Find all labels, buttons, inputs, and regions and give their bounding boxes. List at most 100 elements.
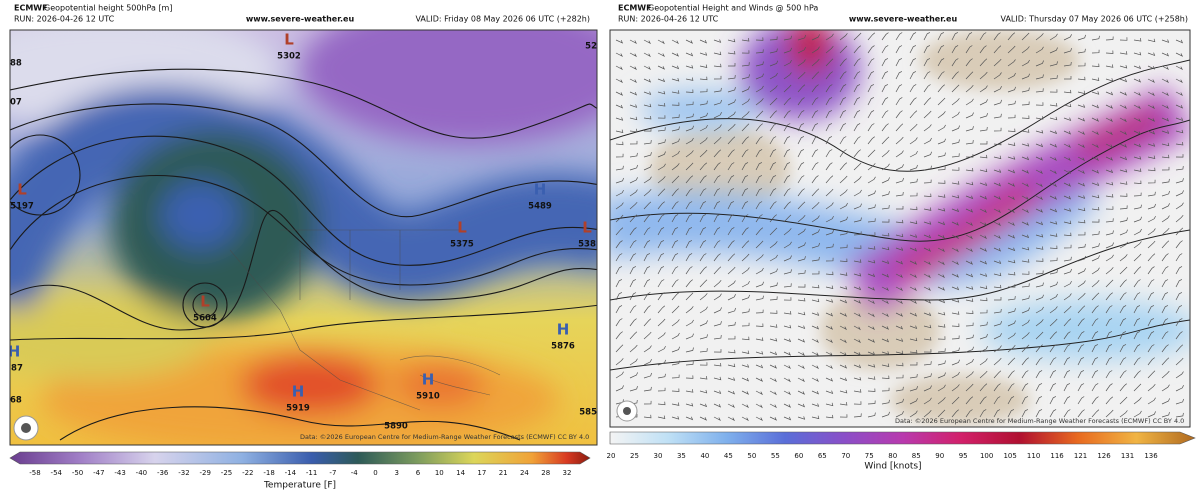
colorbar-tick-label: 110 <box>1027 452 1040 460</box>
wind-map <box>610 30 1190 427</box>
colorbar-tick-label: 0 <box>373 469 377 477</box>
colorbar-tick-label: -4 <box>351 469 359 477</box>
wind-colorbar <box>609 431 1196 445</box>
colorbar-tick-label: 70 <box>841 452 850 460</box>
valid-time: VALID: Thursday 07 May 2026 06 UTC (+258… <box>1000 15 1188 24</box>
pressure-symbol: H <box>292 383 305 401</box>
edge-label: 07 <box>10 98 22 108</box>
colorbar-tick-label: 136 <box>1144 452 1158 460</box>
colorbar-tick-label: 24 <box>520 469 529 477</box>
colorbar-title: Wind [knots] <box>864 462 921 472</box>
colorbar-tick-label: 10 <box>435 469 444 477</box>
colorbar-tick-label: 25 <box>630 452 639 460</box>
map-title: Geopotential Height and Winds @ 500 hPa <box>648 4 818 13</box>
colorbar-labels: 20 25 30 35 40 45 50 55 60 65 70 75 80 85 90 95 100 105 11… <box>607 452 1159 460</box>
colorbar-tick-label: -47 <box>93 469 104 477</box>
site: www.severe-weather.eu <box>246 15 355 24</box>
pressure-value: 538 <box>578 240 596 250</box>
pressure-symbol: H <box>557 321 570 339</box>
logo <box>616 400 638 422</box>
colorbar-tick-label: 116 <box>1050 452 1064 460</box>
colorbar-tick-label: 121 <box>1074 452 1087 460</box>
pressure-value: 5489 <box>528 202 552 212</box>
colorbar-tick-label: 30 <box>653 452 662 460</box>
pressure-value: 5302 <box>277 52 301 62</box>
edge-label: 52 <box>585 42 597 52</box>
colorbar-tick-label: -32 <box>178 469 189 477</box>
model-name: ECMWF <box>14 4 48 13</box>
pressure-value: 5876 <box>551 342 575 352</box>
pressure-symbol: L <box>17 181 27 199</box>
colorbar-tick-label: 35 <box>677 452 686 460</box>
colorbar-tick-label: -50 <box>72 469 83 477</box>
edge-label: 585 <box>579 408 597 418</box>
colorbar-tick-label: 80 <box>888 452 897 460</box>
edge-label: 5890 <box>384 422 408 432</box>
colorbar-tick-label: -29 <box>200 469 211 477</box>
wind-barbs <box>615 32 1184 422</box>
colorbar-tick-label: 105 <box>1003 452 1016 460</box>
map-frame <box>9 29 598 446</box>
colorbar-tick-label: 17 <box>477 469 486 477</box>
temperature-colorbar <box>9 451 591 465</box>
map-frame <box>609 29 1191 428</box>
colorbar-tick-label: -43 <box>114 469 125 477</box>
colorbar-tick-label: -40 <box>136 469 147 477</box>
pressure-symbol: H <box>534 181 547 199</box>
colorbar-title: Temperature [F] <box>263 481 336 491</box>
colorbar-tick-label: 95 <box>959 452 968 460</box>
colorbar-tick-label: 50 <box>747 452 756 460</box>
pressure-value: 5197 <box>10 202 34 212</box>
pressure-value: 887 <box>5 364 23 374</box>
pressure-symbol: H <box>8 343 21 361</box>
site: www.severe-weather.eu <box>849 15 958 24</box>
colorbar-tick-label: 60 <box>794 452 803 460</box>
pressure-value: 5375 <box>450 240 474 250</box>
logo <box>13 415 39 441</box>
pressure-value: 5604 <box>193 314 217 324</box>
attribution: Data: ©2026 European Centre for Medium-R… <box>895 417 1184 425</box>
temperature-map: L 5302 L 5197 H 5489 L 5375 L 5604 H 5876 H 5919 H 5910… <box>5 30 597 445</box>
colorbar-tick-label: 55 <box>771 452 780 460</box>
model-name: ECMWF <box>618 4 652 13</box>
colorbar-tick-label: -7 <box>329 469 336 477</box>
edge-label: 88 <box>10 59 22 69</box>
colorbar-tick-label: -58 <box>29 469 40 477</box>
pressure-symbol: L <box>457 219 467 237</box>
pressure-symbol: L <box>284 31 294 49</box>
colorbar-tick-label: 21 <box>499 469 508 477</box>
colorbar-tick-label: 126 <box>1097 452 1111 460</box>
colorbar-tick-label: 32 <box>563 469 572 477</box>
colorbar-tick-label: -18 <box>263 469 274 477</box>
colorbar-tick-label: 3 <box>395 469 399 477</box>
valid-time: VALID: Friday 08 May 2026 06 UTC (+282h) <box>415 15 590 24</box>
run-time: RUN: 2026-04-26 12 UTC <box>14 15 115 24</box>
pressure-value: 5919 <box>286 404 310 414</box>
colorbar-tick-label: 131 <box>1121 452 1134 460</box>
colorbar-tick-label: 75 <box>865 452 874 460</box>
map-title: Geopotential height 500hPa [m] <box>44 4 172 13</box>
attribution: Data: ©2026 European Centre for Medium-R… <box>300 433 589 441</box>
colorbar-tick-label: 6 <box>416 469 421 477</box>
colorbar-tick-label: 100 <box>980 452 993 460</box>
colorbar-tick-label: 65 <box>818 452 827 460</box>
pressure-symbol: L <box>582 219 592 237</box>
colorbar-tick-label: -54 <box>51 469 63 477</box>
colorbar-tick-label: 40 <box>700 452 709 460</box>
run-time: RUN: 2026-04-26 12 UTC <box>618 15 719 24</box>
pressure-value: 5910 <box>416 392 440 402</box>
colorbar-tick-label: -22 <box>242 469 253 477</box>
colorbar-tick-label: 20 <box>607 452 616 460</box>
edge-label: 68 <box>10 396 22 406</box>
colorbar-tick-label: 90 <box>935 452 944 460</box>
colorbar-tick-label: -25 <box>221 469 232 477</box>
colorbar-tick-label: 14 <box>456 469 465 477</box>
colorbar-tick-label: -36 <box>157 469 169 477</box>
pressure-symbol: H <box>422 371 435 389</box>
colorbar-tick-label: -14 <box>285 469 297 477</box>
colorbar-tick-label: 28 <box>541 469 550 477</box>
colorbar-tick-label: 45 <box>724 452 733 460</box>
colorbar-labels: -58 -54 -50 -47 -43 -40 -36 -32 -29 -25 -22 -18 -14-… <box>29 469 571 477</box>
